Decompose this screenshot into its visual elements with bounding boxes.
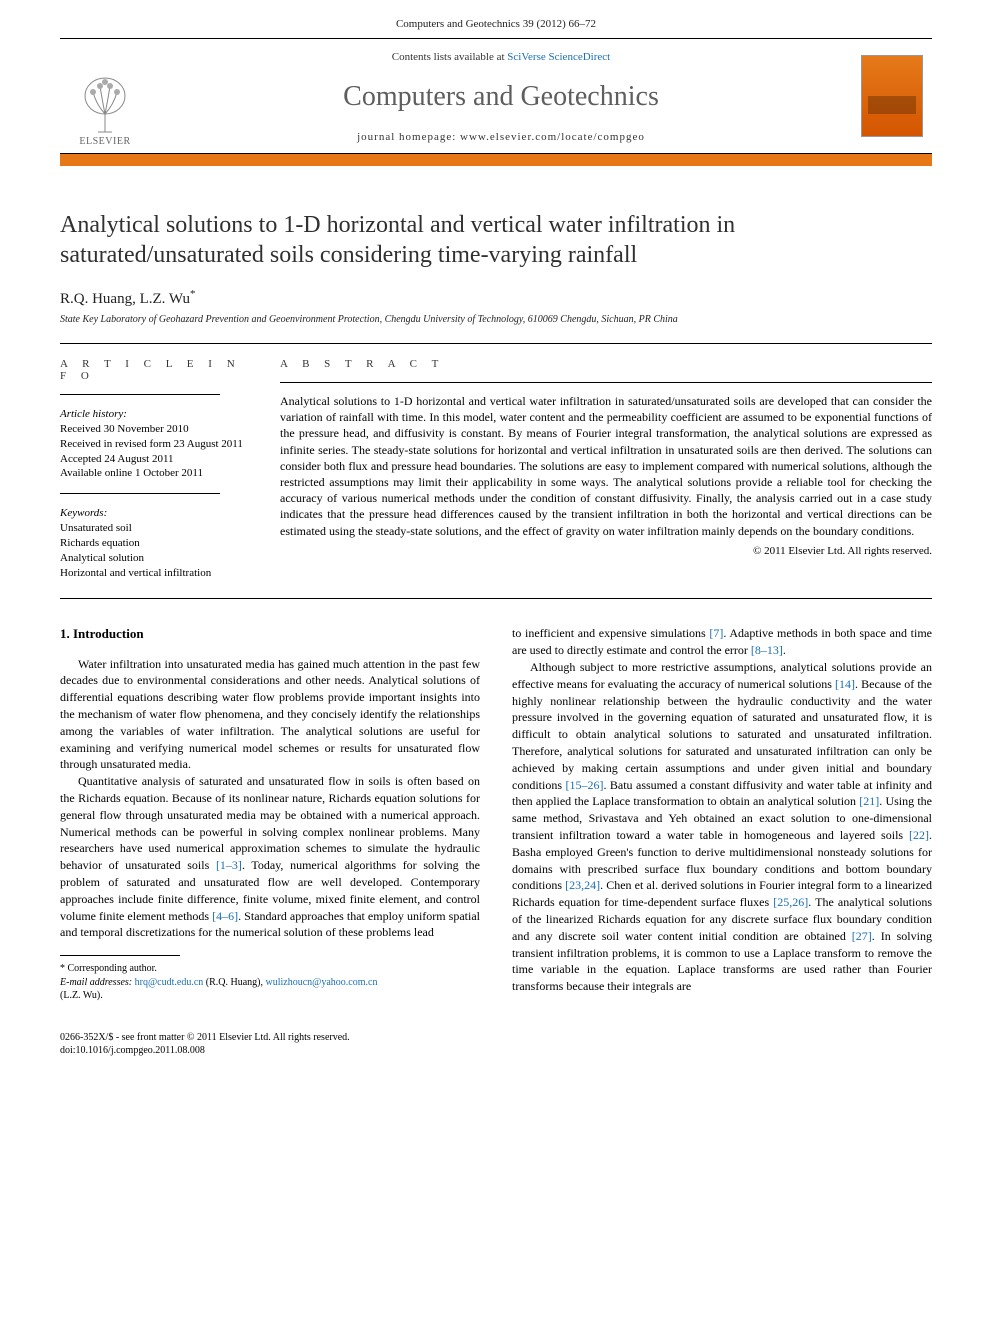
article-info-col: A R T I C L E I N F O Article history: R… <box>60 344 280 580</box>
ref-link[interactable]: [25,26] <box>773 895 808 909</box>
body-col-left: 1. Introduction Water infiltration into … <box>60 625 480 1002</box>
article-info-heading: A R T I C L E I N F O <box>60 358 256 382</box>
ref-link[interactable]: [4–6] <box>212 909 238 923</box>
body-columns: 1. Introduction Water infiltration into … <box>60 625 932 1002</box>
ref-link[interactable]: [1–3] <box>216 858 242 872</box>
cover-thumb-wrap <box>852 39 932 153</box>
publisher-block: ELSEVIER <box>60 39 150 153</box>
homepage-prefix: journal homepage: <box>357 131 460 143</box>
ref-link[interactable]: [8–13] <box>751 643 783 657</box>
ref-link[interactable]: [22] <box>909 828 929 842</box>
ref-link[interactable]: [27] <box>852 929 872 943</box>
email-name: (L.Z. Wu). <box>60 990 103 1001</box>
corr-mark: * <box>190 288 196 300</box>
journal-name: Computers and Geotechnics <box>150 81 852 113</box>
para: Water infiltration into unsaturated medi… <box>60 656 480 774</box>
keywords: Keywords: Unsaturated soil Richards equa… <box>60 506 256 580</box>
contents-line: Contents lists available at SciVerse Sci… <box>150 51 852 63</box>
sciencedirect-link[interactable]: SciVerse ScienceDirect <box>507 51 610 63</box>
publisher-name: ELSEVIER <box>79 136 130 147</box>
keyword-3: Analytical solution <box>60 551 256 566</box>
para: Quantitative analysis of saturated and u… <box>60 773 480 941</box>
rule-short <box>60 493 220 494</box>
affiliation: State Key Laboratory of Geohazard Preven… <box>60 314 932 325</box>
authors-text: R.Q. Huang, L.Z. Wu <box>60 291 190 307</box>
authors: R.Q. Huang, L.Z. Wu* <box>60 288 932 308</box>
rule <box>280 382 932 383</box>
contents-prefix: Contents lists available at <box>392 51 507 63</box>
body-col-right: to inefficient and expensive simulations… <box>512 625 932 1002</box>
revised: Received in revised form 23 August 2011 <box>60 437 256 452</box>
rule-short <box>60 394 220 395</box>
info-abstract-row: A R T I C L E I N F O Article history: R… <box>60 344 932 580</box>
ref-link[interactable]: [15–26] <box>565 778 603 792</box>
email-name: (R.Q. Huang), <box>203 977 265 988</box>
email-link[interactable]: wulizhoucn@yahoo.com.cn <box>265 977 377 988</box>
homepage-line: journal homepage: www.elsevier.com/locat… <box>150 131 852 143</box>
keywords-label: Keywords: <box>60 506 256 521</box>
abstract-heading: A B S T R A C T <box>280 358 932 370</box>
text: . <box>783 643 786 657</box>
para: Although subject to more restrictive ass… <box>512 659 932 995</box>
issn-line: 0266-352X/$ - see front matter © 2011 El… <box>60 1031 932 1045</box>
section-heading: 1. Introduction <box>60 625 480 643</box>
ref-link[interactable]: [7] <box>709 626 723 640</box>
ref-link[interactable]: [21] <box>859 794 879 808</box>
elsevier-tree-icon <box>78 74 133 134</box>
email-link[interactable]: hrq@cudt.edu.cn <box>135 977 204 988</box>
text: . Because of the highly nonlinear relati… <box>512 677 932 792</box>
article-title: Analytical solutions to 1-D horizontal a… <box>60 210 932 270</box>
masthead: ELSEVIER Contents lists available at Sci… <box>60 38 932 154</box>
text: to inefficient and expensive simulations <box>512 626 709 640</box>
ref-link[interactable]: [23,24] <box>565 878 600 892</box>
keyword-2: Richards equation <box>60 536 256 551</box>
accepted: Accepted 24 August 2011 <box>60 452 256 467</box>
footer: 0266-352X/$ - see front matter © 2011 El… <box>60 1031 932 1058</box>
emails-label: E-mail addresses: <box>60 977 135 988</box>
abstract-text: Analytical solutions to 1-D horizontal a… <box>280 393 932 539</box>
ref-link[interactable]: [14] <box>835 677 855 691</box>
keyword-4: Horizontal and vertical infiltration <box>60 566 256 581</box>
homepage-url[interactable]: www.elsevier.com/locate/compgeo <box>460 131 645 143</box>
abstract-col: A B S T R A C T Analytical solutions to … <box>280 344 932 580</box>
footnotes: * Corresponding author. E-mail addresses… <box>60 962 480 1003</box>
doi-line: doi:10.1016/j.compgeo.2011.08.008 <box>60 1044 932 1058</box>
running-head: Computers and Geotechnics 39 (2012) 66–7… <box>0 0 992 38</box>
keyword-1: Unsaturated soil <box>60 521 256 536</box>
footnote-rule <box>60 955 180 956</box>
accent-bar <box>60 154 932 166</box>
emails-line: E-mail addresses: hrq@cudt.edu.cn (R.Q. … <box>60 976 480 1003</box>
rule <box>60 598 932 599</box>
corr-author-note: * Corresponding author. <box>60 962 480 976</box>
para: to inefficient and expensive simulations… <box>512 625 932 659</box>
abstract-copyright: © 2011 Elsevier Ltd. All rights reserved… <box>280 545 932 557</box>
article-history: Article history: Received 30 November 20… <box>60 407 256 481</box>
history-label: Article history: <box>60 407 256 422</box>
journal-cover-icon <box>861 55 923 137</box>
received: Received 30 November 2010 <box>60 422 256 437</box>
article-front: Analytical solutions to 1-D horizontal a… <box>60 166 932 1003</box>
masthead-center: Contents lists available at SciVerse Sci… <box>150 39 852 153</box>
online: Available online 1 October 2011 <box>60 466 256 481</box>
